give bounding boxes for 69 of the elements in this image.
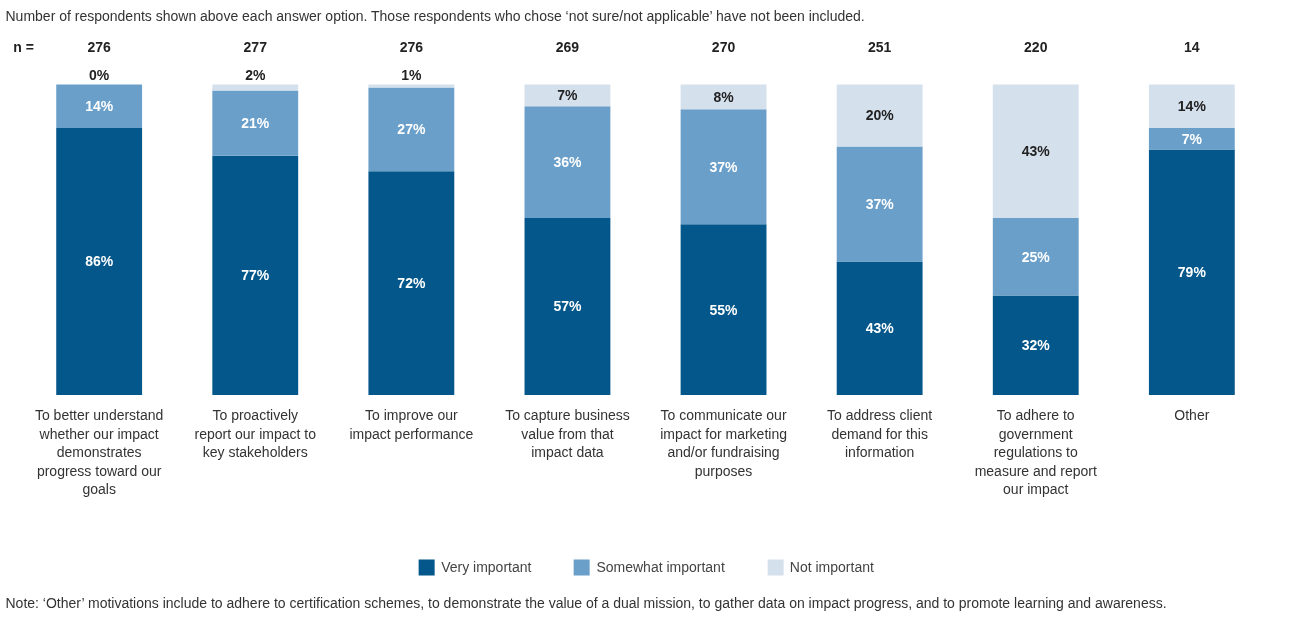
data-label: 20% <box>865 107 895 124</box>
bar <box>56 84 143 128</box>
bar <box>992 84 1079 218</box>
text: 277 <box>243 39 268 56</box>
bar <box>1148 84 1235 128</box>
data-label: 1% <box>401 66 423 83</box>
data-label: 43% <box>1021 143 1051 160</box>
text: 251 <box>867 39 892 56</box>
bar <box>680 109 767 225</box>
data-label: 86% <box>85 253 114 270</box>
data-label: 32% <box>1021 337 1051 354</box>
bar <box>524 217 611 395</box>
data-label: 55% <box>709 301 739 318</box>
text: 14 <box>1184 39 1200 56</box>
data-label: 77% <box>241 267 270 284</box>
text: 276 <box>87 39 112 56</box>
data-label: 37% <box>865 195 895 212</box>
bar <box>992 295 1079 395</box>
x-tick-label: To communicate our impact for marketing and/or fundraising purposes <box>660 407 787 479</box>
x-tick-label: To capture business value from that impact data <box>505 407 630 461</box>
data-label: 7% <box>557 87 579 104</box>
bar <box>368 171 455 395</box>
text: Note: ‘Other’ motivations include to adhere to certification schemes, to demonstrate the value of a dual mission, to gather data on impact progress, and to promote learning and awareness. <box>5 594 1167 611</box>
text: 269 <box>555 39 580 56</box>
x-tick-label: To address client demand for this information <box>827 407 933 461</box>
x-tick-label: To adhere to government regulations to measure and report our impact <box>974 407 1097 497</box>
bar <box>836 84 923 147</box>
bar <box>56 127 143 395</box>
bar <box>992 217 1079 296</box>
data-label: 14% <box>85 98 114 115</box>
data-label: 79% <box>1177 264 1207 281</box>
data-label: 14% <box>1177 98 1207 115</box>
data-label: 43% <box>865 320 895 337</box>
legend-label: Somewhat important <box>596 559 725 575</box>
bar <box>212 90 299 156</box>
data-label: 37% <box>709 158 739 175</box>
bar <box>212 84 299 91</box>
text: 276 <box>399 39 424 56</box>
chart-title: Number of respondents shown above each answer option. Those respondents who chose ‘not sure/not applicable’ have not been included. <box>5 7 865 24</box>
legend-label: Not important <box>789 559 874 575</box>
text: n = <box>13 39 34 56</box>
bar <box>524 106 611 218</box>
text: 270 <box>711 39 736 56</box>
data-label: 27% <box>397 121 426 138</box>
text: 220 <box>1024 39 1048 56</box>
data-label: 0% <box>89 66 110 83</box>
data-label: 21% <box>241 115 270 132</box>
data-label: 36% <box>553 154 583 171</box>
bar <box>524 84 611 107</box>
bar <box>1148 149 1235 395</box>
bar <box>368 84 455 88</box>
x-tick-label: To improve our impact performance <box>349 407 474 442</box>
bar <box>368 87 455 172</box>
legend-label: Very important <box>441 559 532 575</box>
bar <box>680 224 767 395</box>
x-tick-label: To proactively report our impact to key stakeholders <box>194 407 317 461</box>
data-label: 8% <box>713 88 735 105</box>
bar <box>1148 127 1235 150</box>
data-label: 7% <box>1181 130 1203 147</box>
bar <box>836 146 923 262</box>
bar <box>836 261 923 395</box>
data-label: 2% <box>245 66 266 83</box>
x-tick-label: To better understand whether our impact demonstrates progress toward our goals <box>34 407 164 497</box>
x-tick-label: Other <box>1174 407 1210 424</box>
bar <box>680 84 767 110</box>
data-label: 57% <box>553 298 583 315</box>
data-label: 25% <box>1021 248 1051 265</box>
bar <box>212 155 299 395</box>
data-label: 72% <box>397 275 426 292</box>
